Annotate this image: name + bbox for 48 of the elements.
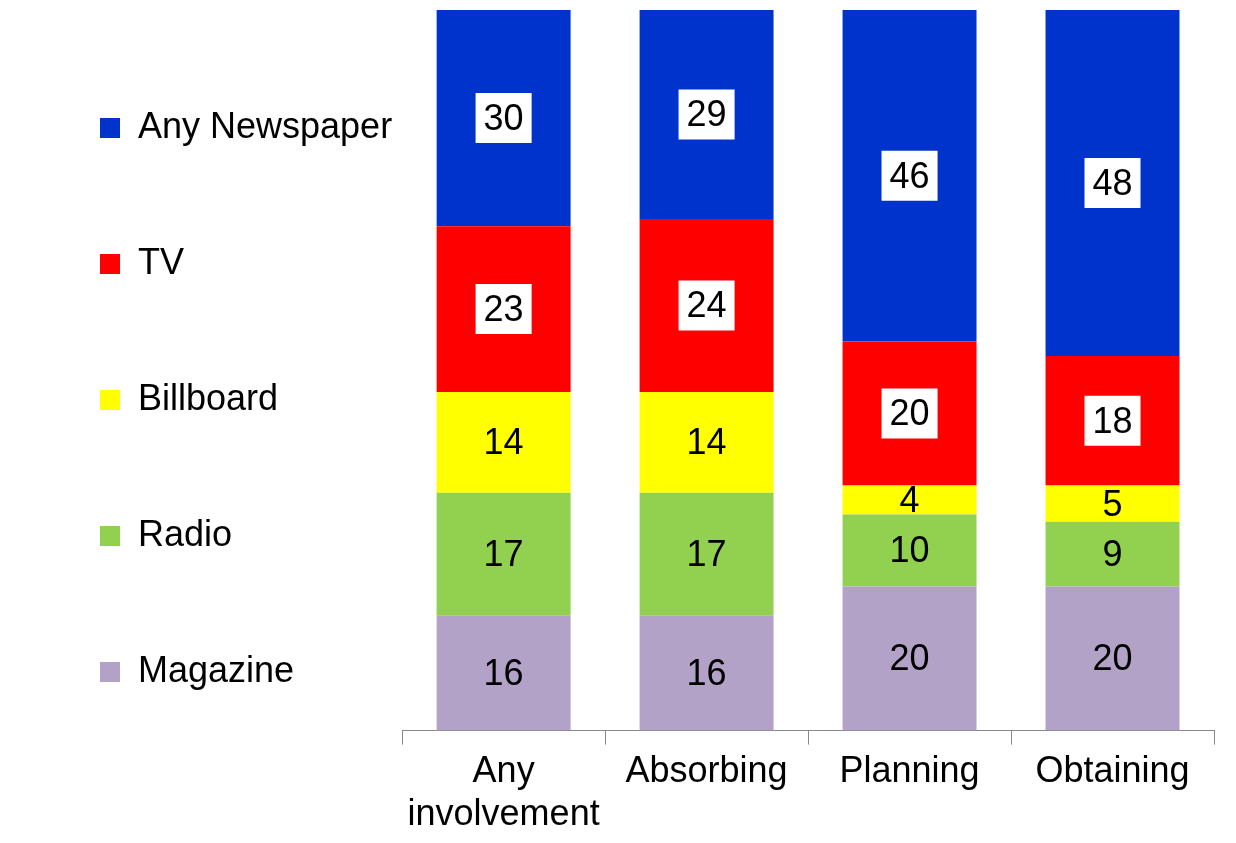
data-label: 48 [1092, 161, 1133, 203]
data-label: 5 [1102, 482, 1123, 524]
legend-label: Magazine [138, 648, 295, 690]
data-label: 16 [686, 651, 727, 693]
data-label: 10 [889, 529, 930, 571]
bar [639, 218, 774, 392]
data-label: 23 [483, 287, 524, 329]
x-tick-label: Obtaining [1035, 749, 1190, 791]
bar [842, 485, 977, 515]
x-tick-label: Any involvement [407, 749, 600, 834]
legend-label: TV [138, 240, 185, 282]
bar [436, 492, 571, 616]
legend-label: Radio [138, 512, 233, 554]
data-label: 24 [686, 284, 727, 326]
bar [639, 10, 774, 219]
data-label: 17 [686, 532, 727, 574]
data-label: 20 [1092, 637, 1133, 679]
bar [436, 391, 571, 493]
x-tick-label: Absorbing [625, 749, 788, 791]
bar [842, 10, 977, 342]
legend-label: Any Newspaper [138, 104, 393, 146]
data-label: 16 [483, 651, 524, 693]
bar [842, 341, 977, 486]
bar [1045, 485, 1180, 522]
bar [639, 391, 774, 493]
bar [1045, 521, 1180, 587]
data-label: 4 [899, 478, 920, 520]
bar [436, 226, 571, 392]
bar [436, 615, 571, 731]
bar [1045, 586, 1180, 731]
legend-label: Billboard [138, 376, 279, 418]
bar [842, 514, 977, 587]
data-label: 18 [1092, 399, 1133, 441]
data-label: 17 [483, 532, 524, 574]
data-label: 14 [483, 421, 524, 463]
x-tick-label: Planning [839, 749, 980, 791]
data-label: 30 [483, 97, 524, 139]
bar [639, 615, 774, 731]
bar [639, 492, 774, 616]
bar [1045, 10, 1180, 356]
data-label: 20 [889, 637, 930, 679]
data-label: 20 [889, 392, 930, 434]
data-label: 9 [1102, 532, 1123, 574]
data-label: 46 [889, 154, 930, 196]
bar [436, 10, 571, 227]
bar [842, 586, 977, 731]
data-label: 29 [686, 93, 727, 135]
data-label: 14 [686, 421, 727, 463]
